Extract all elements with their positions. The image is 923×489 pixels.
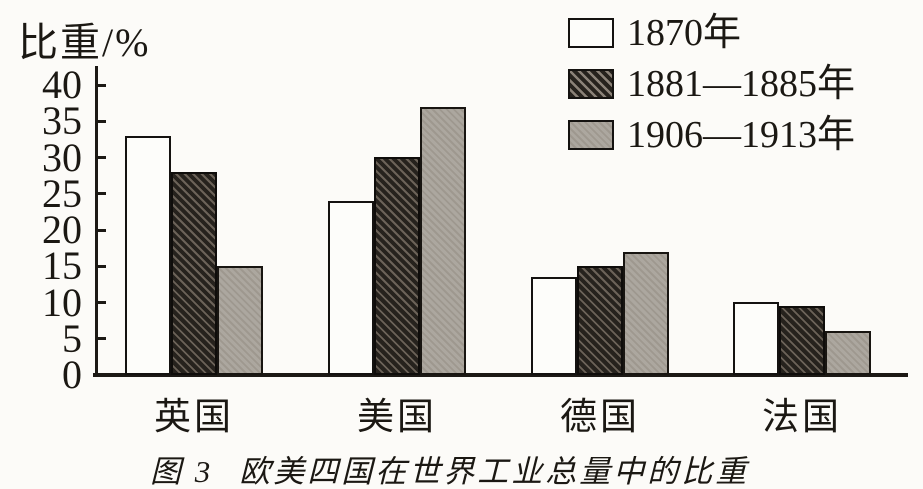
- y-tick-mark: [95, 228, 106, 232]
- category-label-德国: 德国: [560, 397, 640, 438]
- figure-caption: 图 3 欧美四国在世界工业总量中的比重: [150, 446, 749, 489]
- y-tick-label: 20: [42, 207, 82, 252]
- y-tick-label: 40: [42, 62, 82, 107]
- legend-item-1870: 1870年: [568, 13, 855, 53]
- figure-number: 图 3: [150, 454, 214, 489]
- y-tick-mark: [95, 264, 106, 268]
- legend-swatch-hatched-icon: [568, 69, 614, 99]
- y-tick-label: 0: [62, 352, 82, 397]
- bar-法国-1870年: [733, 302, 779, 375]
- y-tick-label: 5: [62, 315, 82, 361]
- y-tick-label: 10: [42, 279, 82, 325]
- legend: 1870年 1881—1885年 1906—1913年: [568, 13, 855, 155]
- y-tick-label: 25: [42, 170, 82, 216]
- y-tick-mark: [95, 337, 106, 341]
- y-tick-mark: [95, 156, 106, 159]
- y-tick-label: 15: [42, 243, 82, 289]
- bar-美国-1881—1885年: [374, 157, 420, 375]
- figure-title: 欧美四国在世界工业总量中的比重: [239, 454, 750, 489]
- y-tick-mark: [95, 192, 106, 196]
- bar-英国-1870年: [125, 136, 171, 375]
- y-tick-label: 35: [42, 98, 82, 144]
- legend-item-1906-1913: 1906—1913年: [568, 115, 855, 155]
- legend-label: 1906—1913年: [627, 114, 856, 156]
- x-axis-line: [93, 373, 908, 377]
- bar-德国-1870年: [531, 277, 577, 375]
- y-axis-line: [95, 66, 98, 377]
- legend-label: 1870年: [627, 12, 742, 54]
- legend-swatch-gray-icon: [568, 120, 614, 150]
- category-label-法国: 法国: [762, 397, 842, 438]
- y-axis-title: 比重/%: [18, 20, 151, 65]
- y-tick-mark: [95, 301, 106, 304]
- bar-法国-1881—1885年: [779, 306, 825, 375]
- legend-label: 1881—1885年: [627, 63, 856, 105]
- bar-美国-1870年: [328, 201, 374, 375]
- category-label-美国: 美国: [357, 397, 437, 438]
- legend-item-1881-1885: 1881—1885年: [568, 64, 855, 104]
- y-tick-mark: [95, 119, 106, 123]
- legend-swatch-white-icon: [568, 18, 614, 48]
- bar-美国-1906—1913年: [420, 107, 466, 375]
- y-tick-mark: [95, 373, 106, 377]
- y-tick-label: 30: [42, 134, 82, 180]
- bar-德国-1881—1885年: [577, 266, 623, 375]
- bar-英国-1881—1885年: [171, 172, 217, 375]
- category-label-英国: 英国: [154, 397, 234, 438]
- bar-英国-1906—1913年: [217, 266, 263, 375]
- y-tick-mark: [95, 83, 106, 87]
- bar-德国-1906—1913年: [623, 252, 669, 375]
- bar-法国-1906—1913年: [825, 331, 871, 375]
